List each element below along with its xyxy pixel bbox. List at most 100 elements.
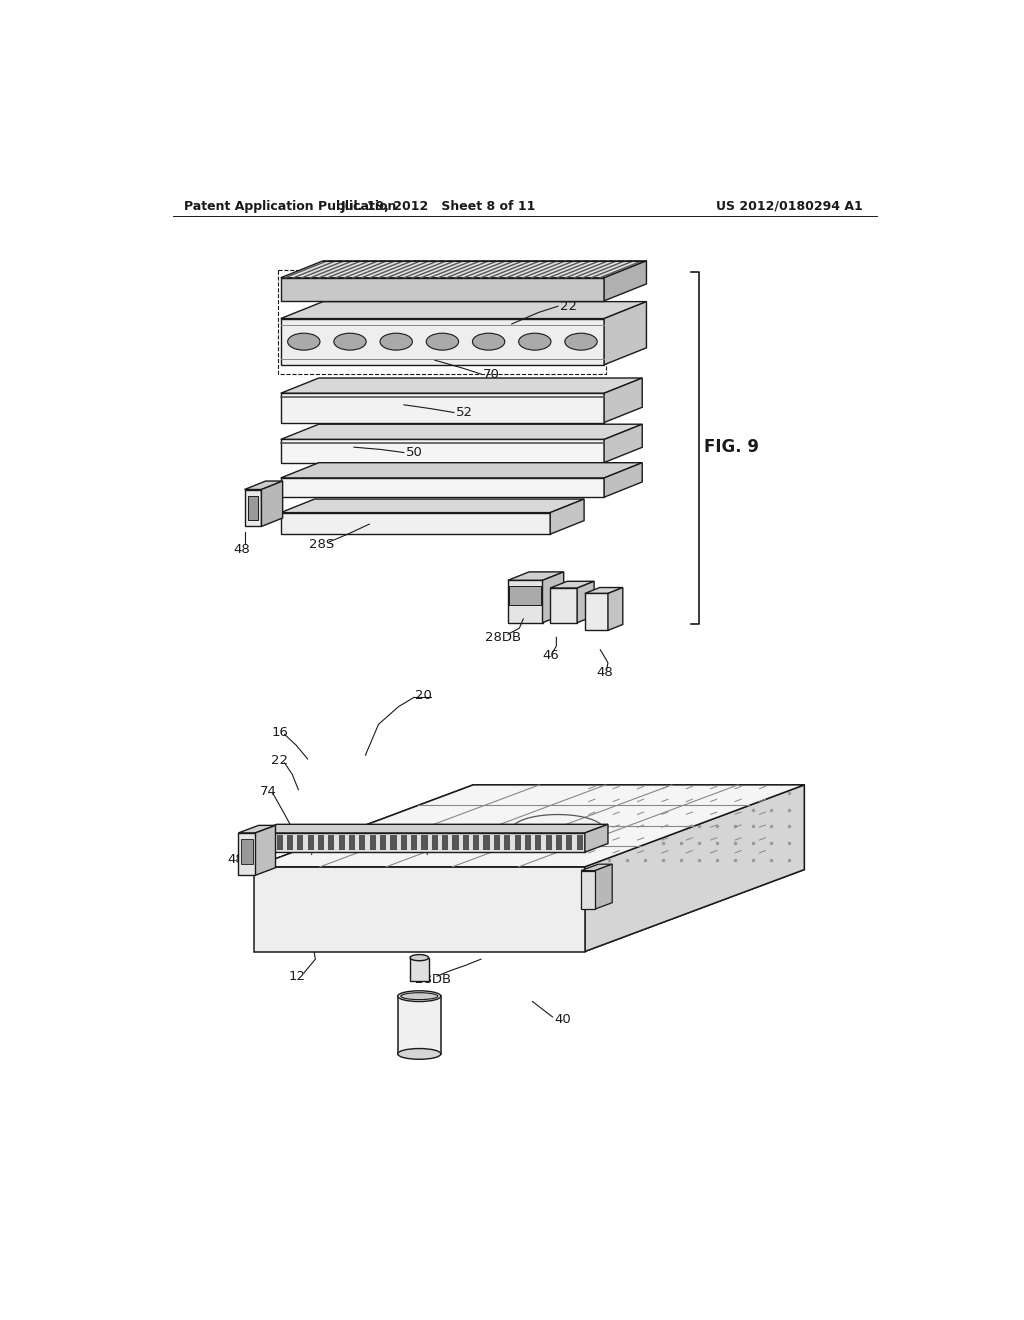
Text: 22: 22 [271, 754, 289, 767]
Polygon shape [239, 825, 275, 833]
Polygon shape [390, 836, 396, 850]
Text: Jul. 19, 2012   Sheet 8 of 11: Jul. 19, 2012 Sheet 8 of 11 [341, 199, 537, 213]
Polygon shape [254, 785, 804, 867]
Polygon shape [297, 836, 303, 850]
Polygon shape [525, 836, 531, 850]
Polygon shape [442, 836, 449, 850]
Polygon shape [329, 836, 335, 850]
Polygon shape [241, 840, 253, 863]
Polygon shape [604, 261, 646, 301]
Polygon shape [581, 865, 612, 871]
Polygon shape [463, 836, 469, 850]
Polygon shape [255, 825, 275, 875]
Polygon shape [432, 836, 438, 850]
Polygon shape [281, 261, 646, 277]
Ellipse shape [397, 1048, 441, 1059]
Polygon shape [307, 836, 313, 850]
Text: 74: 74 [260, 785, 276, 797]
Polygon shape [536, 836, 542, 850]
Polygon shape [411, 836, 417, 850]
Polygon shape [566, 836, 572, 850]
Polygon shape [595, 865, 612, 909]
Polygon shape [317, 836, 324, 850]
Polygon shape [281, 302, 646, 318]
Text: 48: 48 [227, 853, 245, 866]
Text: 52: 52 [457, 407, 473, 418]
Polygon shape [281, 499, 584, 512]
Ellipse shape [400, 993, 438, 999]
Text: Patent Application Publication: Patent Application Publication [184, 199, 397, 213]
Text: US 2012/0180294 A1: US 2012/0180294 A1 [716, 199, 862, 213]
Polygon shape [281, 463, 642, 478]
Polygon shape [380, 836, 386, 850]
Text: 20: 20 [416, 689, 432, 702]
Ellipse shape [426, 333, 459, 350]
Polygon shape [550, 589, 578, 623]
Polygon shape [410, 958, 429, 981]
Text: 22: 22 [560, 300, 578, 313]
Polygon shape [585, 785, 804, 952]
Text: FIG. 9: FIG. 9 [705, 438, 759, 457]
Text: 26: 26 [301, 924, 318, 937]
Text: 70: 70 [609, 920, 627, 933]
Polygon shape [585, 587, 623, 594]
Text: 16: 16 [271, 726, 289, 739]
Polygon shape [254, 867, 585, 952]
Polygon shape [608, 587, 623, 631]
Polygon shape [546, 836, 552, 850]
Polygon shape [254, 833, 585, 853]
Ellipse shape [472, 333, 505, 350]
Polygon shape [514, 836, 520, 850]
Text: 46: 46 [543, 649, 559, 663]
Polygon shape [281, 378, 642, 393]
Polygon shape [400, 836, 407, 850]
Ellipse shape [288, 333, 319, 350]
Polygon shape [281, 512, 550, 535]
Text: 28S: 28S [309, 539, 335, 552]
Polygon shape [281, 424, 642, 440]
Polygon shape [397, 997, 441, 1053]
Polygon shape [239, 833, 255, 875]
Polygon shape [550, 499, 584, 535]
Text: 48: 48 [596, 667, 613, 680]
Polygon shape [281, 393, 604, 422]
Polygon shape [550, 581, 594, 589]
Polygon shape [248, 496, 258, 520]
Polygon shape [585, 824, 608, 853]
Text: 70: 70 [483, 367, 500, 380]
Polygon shape [339, 836, 345, 850]
Text: 12: 12 [289, 970, 305, 983]
Polygon shape [281, 277, 604, 301]
Polygon shape [266, 836, 272, 850]
Polygon shape [585, 785, 804, 952]
Text: 50: 50 [407, 446, 423, 459]
Ellipse shape [397, 991, 441, 1002]
Text: 48: 48 [233, 543, 250, 556]
Polygon shape [370, 836, 376, 850]
Polygon shape [508, 581, 543, 623]
Polygon shape [287, 836, 293, 850]
Polygon shape [276, 836, 283, 850]
Polygon shape [578, 581, 594, 623]
Polygon shape [604, 463, 642, 498]
Ellipse shape [518, 333, 551, 350]
Ellipse shape [410, 954, 429, 961]
Polygon shape [453, 836, 459, 850]
Text: 28DB: 28DB [416, 973, 452, 986]
Text: 40: 40 [554, 1012, 570, 1026]
Polygon shape [349, 836, 355, 850]
Polygon shape [585, 594, 608, 631]
Ellipse shape [334, 333, 367, 350]
Text: 28DB: 28DB [484, 631, 521, 644]
Polygon shape [473, 836, 479, 850]
Polygon shape [281, 478, 604, 498]
Polygon shape [254, 824, 608, 833]
Ellipse shape [565, 333, 597, 350]
Polygon shape [577, 836, 583, 850]
Polygon shape [494, 836, 500, 850]
Polygon shape [256, 836, 262, 850]
Text: 28S: 28S [319, 939, 344, 952]
Polygon shape [254, 785, 804, 867]
Polygon shape [581, 871, 595, 909]
Polygon shape [245, 490, 261, 527]
